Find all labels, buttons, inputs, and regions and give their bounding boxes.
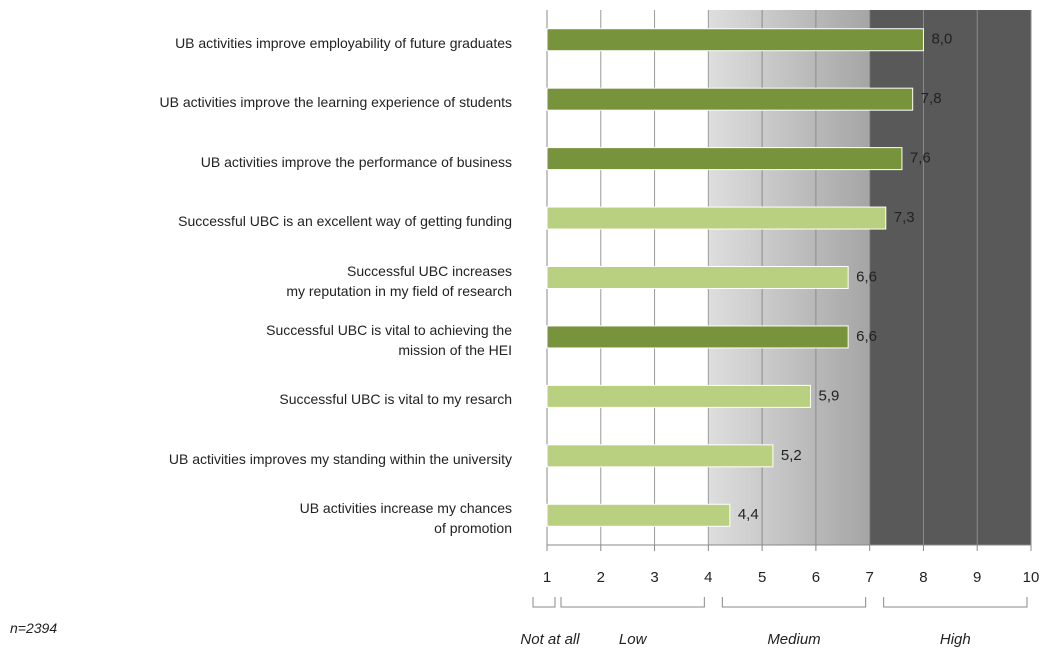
category-label: UB activities improve the learning exper… [159, 94, 512, 111]
zone-bracket [532, 597, 556, 608]
x-tick-label: 8 [919, 569, 927, 586]
bar [546, 147, 903, 171]
x-tick-label: 9 [973, 569, 981, 586]
bar [546, 206, 887, 230]
value-label: 7,3 [894, 209, 915, 226]
value-label: 5,2 [781, 447, 802, 464]
zone-label: High [940, 631, 971, 648]
value-label: 4,4 [738, 506, 759, 523]
category-label: Successful UBC increases my reputation i… [286, 262, 512, 299]
bar [546, 384, 812, 408]
zone-bracket [883, 597, 1028, 608]
value-label: 8,0 [931, 31, 952, 48]
category-label: UB activities improves my standing withi… [168, 450, 512, 467]
bar [546, 28, 924, 52]
value-label: 5,9 [819, 387, 840, 404]
value-label: 7,6 [910, 150, 931, 167]
category-label: UB activities increase my chances of pro… [299, 500, 512, 537]
zone-label: Medium [767, 631, 820, 648]
value-label: 6,6 [856, 268, 877, 285]
category-label: Successful UBC is vital to my resarch [279, 391, 512, 408]
zone-label: Low [619, 631, 648, 648]
category-label: Successful UBC is vital to achieving the… [266, 321, 512, 358]
bar [546, 266, 849, 289]
bar [546, 444, 774, 468]
category-label: Successful UBC is an excellent way of ge… [178, 213, 512, 230]
x-tick-label: 1 [543, 569, 551, 586]
bar [546, 503, 731, 527]
bar [546, 325, 849, 349]
value-label: 6,6 [856, 328, 877, 345]
x-tick-label: 2 [597, 569, 605, 586]
sample-size: n=2394 [10, 620, 58, 636]
x-tick-label: 10 [1023, 569, 1040, 586]
category-label: UB activities improve employability of f… [175, 34, 512, 51]
x-tick-label: 7 [865, 569, 873, 586]
zone-label: Not at all [520, 631, 580, 648]
bar [546, 87, 914, 111]
value-label: 7,8 [921, 90, 942, 107]
zone-bracket [721, 597, 867, 608]
x-tick-label: 4 [704, 569, 712, 586]
category-label: UB activities improve the performance of… [200, 153, 512, 170]
x-tick-label: 3 [650, 569, 658, 586]
x-tick-label: 5 [758, 569, 766, 586]
zone-bracket [560, 597, 705, 608]
x-tick-label: 6 [812, 569, 820, 586]
